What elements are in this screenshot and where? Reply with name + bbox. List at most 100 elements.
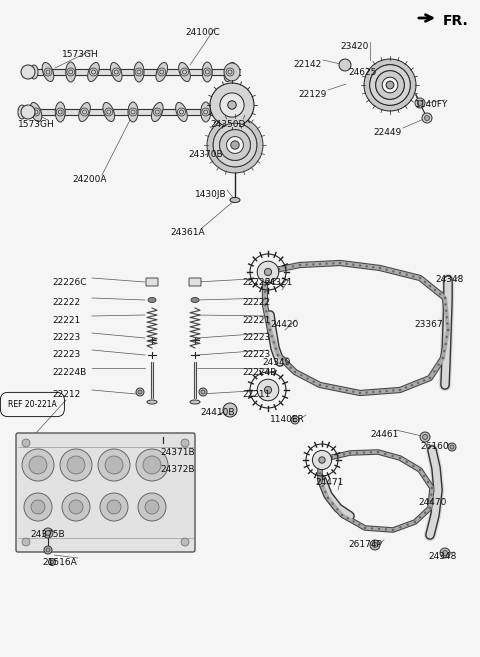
Circle shape xyxy=(319,384,321,386)
Text: 24100C: 24100C xyxy=(185,28,220,37)
Ellipse shape xyxy=(179,62,190,81)
Ellipse shape xyxy=(18,105,26,119)
Circle shape xyxy=(424,281,426,283)
Circle shape xyxy=(319,459,321,461)
Text: 1573GH: 1573GH xyxy=(62,50,99,59)
Circle shape xyxy=(445,316,448,319)
Circle shape xyxy=(419,469,421,471)
Text: 21516A: 21516A xyxy=(42,558,77,567)
Circle shape xyxy=(407,524,409,526)
Circle shape xyxy=(264,269,272,275)
Circle shape xyxy=(385,269,388,271)
Circle shape xyxy=(223,403,237,417)
Circle shape xyxy=(62,493,90,521)
Circle shape xyxy=(299,264,301,266)
Circle shape xyxy=(392,455,394,457)
Circle shape xyxy=(319,479,321,481)
Circle shape xyxy=(319,457,325,463)
Circle shape xyxy=(22,538,30,546)
Circle shape xyxy=(60,449,92,481)
Text: 26174P: 26174P xyxy=(348,540,382,549)
Circle shape xyxy=(305,263,308,266)
Circle shape xyxy=(341,514,343,516)
Circle shape xyxy=(257,379,279,401)
Text: 1140FY: 1140FY xyxy=(415,100,448,109)
Circle shape xyxy=(423,379,425,382)
Circle shape xyxy=(442,357,444,359)
Circle shape xyxy=(440,548,450,558)
Text: FR.: FR. xyxy=(443,14,469,28)
Circle shape xyxy=(444,303,447,306)
Circle shape xyxy=(414,521,416,523)
Circle shape xyxy=(385,390,388,392)
Text: 22223: 22223 xyxy=(242,333,270,342)
FancyBboxPatch shape xyxy=(146,278,158,286)
Text: 22222: 22222 xyxy=(242,298,270,307)
Circle shape xyxy=(339,261,341,264)
Circle shape xyxy=(419,277,421,279)
Circle shape xyxy=(392,390,395,392)
Circle shape xyxy=(418,101,422,106)
Text: 24625: 24625 xyxy=(348,68,376,77)
Circle shape xyxy=(43,528,53,538)
Circle shape xyxy=(277,354,279,356)
Ellipse shape xyxy=(230,198,240,202)
Circle shape xyxy=(199,388,207,396)
Circle shape xyxy=(300,374,302,376)
Circle shape xyxy=(412,275,415,277)
Text: 22223: 22223 xyxy=(52,350,80,359)
Text: 24470: 24470 xyxy=(418,498,446,507)
Circle shape xyxy=(370,540,380,550)
Circle shape xyxy=(292,265,294,267)
Circle shape xyxy=(450,445,454,449)
Circle shape xyxy=(431,487,433,489)
Circle shape xyxy=(228,101,236,109)
Circle shape xyxy=(100,493,128,521)
Circle shape xyxy=(319,479,321,481)
Text: 22129: 22129 xyxy=(298,90,326,99)
Circle shape xyxy=(359,264,361,267)
Circle shape xyxy=(386,81,394,89)
Circle shape xyxy=(136,449,168,481)
Circle shape xyxy=(445,309,447,312)
Circle shape xyxy=(429,284,431,287)
Circle shape xyxy=(325,457,327,460)
Ellipse shape xyxy=(103,102,115,122)
Circle shape xyxy=(434,289,436,291)
Circle shape xyxy=(264,271,266,273)
Circle shape xyxy=(264,297,266,300)
Circle shape xyxy=(379,267,381,269)
Circle shape xyxy=(271,269,273,272)
Circle shape xyxy=(443,551,447,556)
Circle shape xyxy=(264,304,266,306)
Circle shape xyxy=(325,262,328,265)
Text: REF 20-221A: REF 20-221A xyxy=(8,400,57,409)
Text: 24349: 24349 xyxy=(262,358,290,367)
Circle shape xyxy=(370,451,372,453)
Circle shape xyxy=(278,268,280,271)
Text: 22212: 22212 xyxy=(52,390,80,399)
Circle shape xyxy=(444,343,447,345)
Circle shape xyxy=(138,493,166,521)
Circle shape xyxy=(399,457,401,459)
Circle shape xyxy=(181,439,189,447)
Ellipse shape xyxy=(66,62,76,82)
Circle shape xyxy=(419,277,421,279)
Circle shape xyxy=(422,113,432,123)
Circle shape xyxy=(445,336,448,338)
Circle shape xyxy=(264,290,266,293)
Circle shape xyxy=(399,389,401,391)
Circle shape xyxy=(444,297,446,299)
Circle shape xyxy=(339,59,351,71)
Circle shape xyxy=(343,453,345,455)
Ellipse shape xyxy=(191,298,199,302)
Circle shape xyxy=(277,354,279,356)
Circle shape xyxy=(446,323,449,325)
Text: 22449: 22449 xyxy=(373,128,401,137)
Text: 22224B: 22224B xyxy=(242,368,276,377)
Text: 24361A: 24361A xyxy=(170,228,204,237)
Ellipse shape xyxy=(156,62,168,81)
Ellipse shape xyxy=(147,400,157,404)
Circle shape xyxy=(399,272,401,274)
Ellipse shape xyxy=(201,102,211,122)
